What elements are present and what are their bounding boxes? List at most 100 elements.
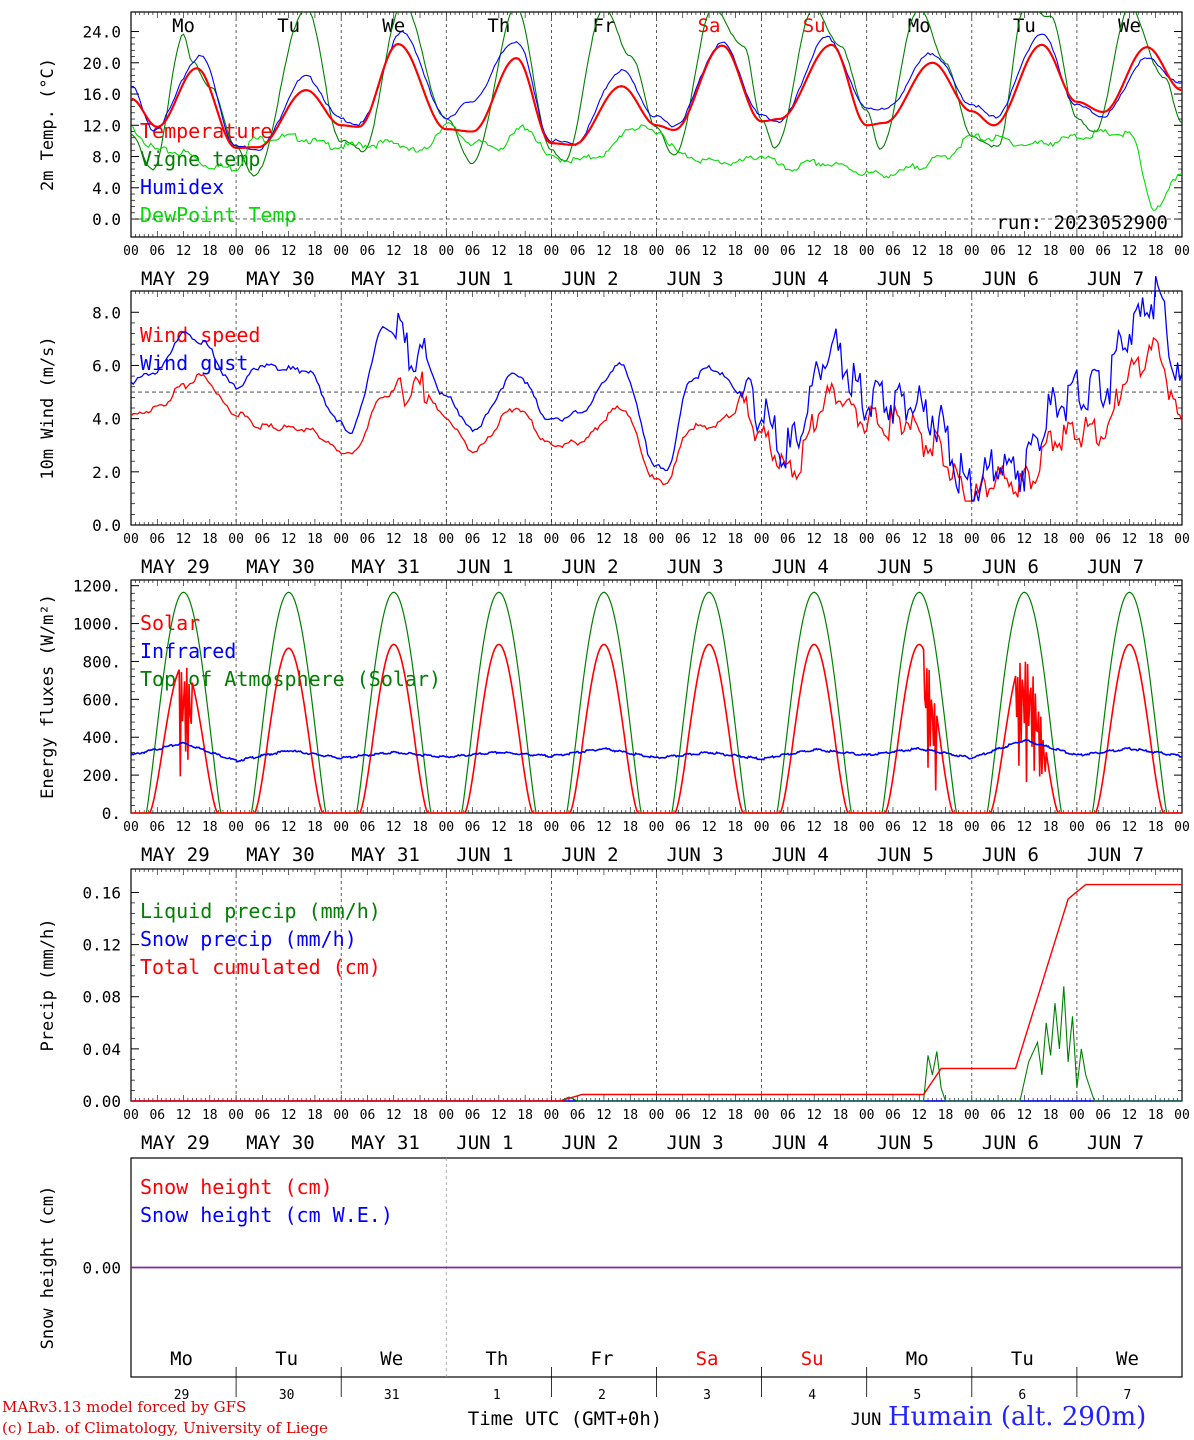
hour-tick-label: 12	[701, 820, 717, 835]
hour-tick-label: 18	[412, 820, 428, 835]
hour-tick-label: 18	[938, 820, 954, 835]
hour-tick-label: 06	[255, 244, 271, 259]
credit-line-1: MARv3.13 model forced by GFS	[2, 1398, 247, 1416]
hour-tick-label: 06	[465, 244, 481, 259]
hour-tick-label: 00	[123, 820, 139, 835]
hour-tick-label: 12	[1122, 1108, 1138, 1123]
hour-tick-label: 00	[649, 532, 665, 547]
hour-tick-label: 06	[780, 820, 796, 835]
legend-entry: Liquid precip (mm/h)	[140, 899, 381, 923]
y-tick-label: 20.0	[82, 54, 121, 73]
hour-tick-label: 12	[596, 1108, 612, 1123]
weekday-label: Mo	[170, 1348, 193, 1370]
hour-tick-label: 12	[176, 820, 192, 835]
hour-tick-label: 06	[360, 532, 376, 547]
series-group	[131, 12, 1182, 212]
date-label: JUN 7	[1087, 844, 1144, 866]
day-number: 6	[1018, 1388, 1026, 1403]
weekday-label: Tu	[277, 15, 300, 37]
y-tick-label: 1200.	[73, 577, 121, 596]
hour-tick-label: 06	[1095, 1108, 1111, 1123]
hour-tick-label: 12	[1017, 244, 1033, 259]
hour-tick-label: 12	[386, 1108, 402, 1123]
hour-tick-label: 18	[202, 1108, 218, 1123]
hour-tick-label: 18	[1148, 532, 1164, 547]
hour-tick-label: 06	[885, 1108, 901, 1123]
hour-tick-label: 18	[517, 1108, 533, 1123]
y-tick-label: 12.0	[82, 116, 121, 135]
hour-tick-label: 06	[255, 532, 271, 547]
hour-tick-label: 00	[1069, 532, 1085, 547]
hour-tick-label: 18	[1148, 820, 1164, 835]
hour-tick-label: 12	[596, 244, 612, 259]
weekday-label: We	[1116, 1348, 1139, 1370]
hour-tick-label: 18	[307, 820, 323, 835]
hour-tick-label: 00	[544, 1108, 560, 1123]
hour-tick-label: 00	[964, 1108, 980, 1123]
hour-tick-label: 18	[307, 532, 323, 547]
hour-tick-label: 00	[1069, 1108, 1085, 1123]
hour-tick-label: 06	[675, 244, 691, 259]
hour-tick-label: 18	[517, 244, 533, 259]
legend-entry: Temperature	[140, 119, 272, 143]
humidex-series	[131, 30, 1182, 151]
y-tick-label: 0.12	[82, 936, 121, 955]
hour-tick-label: 18	[517, 532, 533, 547]
hour-tick-label: 06	[149, 820, 165, 835]
legend-entry: Wind gust	[140, 351, 248, 375]
panel-2: 0.0 2.0 4.0 6.0 8.0 10m Wind (m/s) 00 06 12 18 MAY…	[38, 276, 1190, 578]
hour-tick-label: 06	[360, 820, 376, 835]
weekday-label: We	[1118, 15, 1141, 37]
weekday-label: We	[382, 15, 405, 37]
hour-tick-label: 06	[255, 1108, 271, 1123]
hour-tick-label: 18	[938, 1108, 954, 1123]
date-label: MAY 31	[351, 268, 420, 290]
hour-tick-label: 00	[333, 820, 349, 835]
weekday-label: Tu	[1011, 1348, 1034, 1370]
hour-tick-label: 00	[859, 820, 875, 835]
date-label: JUN 5	[877, 1132, 934, 1154]
hour-tick-label: 12	[491, 532, 507, 547]
y-tick-label: 0.0	[92, 210, 121, 229]
date-label: JUN 1	[456, 1132, 513, 1154]
dewpoint-series	[131, 122, 1182, 212]
hour-tick-label: 18	[1148, 244, 1164, 259]
date-label: JUN 1	[456, 268, 513, 290]
hour-tick-label: 06	[360, 244, 376, 259]
y-tick-label: 0.16	[82, 883, 121, 902]
hour-tick-label: 12	[701, 532, 717, 547]
date-label: JUN 4	[772, 556, 829, 578]
weekday-label: Th	[487, 15, 510, 37]
hour-tick-label: 18	[1043, 1108, 1059, 1123]
hour-tick-label: 00	[544, 244, 560, 259]
y-tick-label: 600.	[82, 690, 121, 709]
hour-tick-label: 12	[1122, 532, 1138, 547]
date-label: JUN 3	[667, 844, 724, 866]
station-name: Humain (alt. 290m)	[888, 1402, 1147, 1432]
hour-tick-label: 00	[1174, 532, 1190, 547]
hour-tick-label: 18	[517, 820, 533, 835]
panel-4: 0.00 0.04 0.08 0.12 0.16 Precip (mm/h) 00 06 12 1…	[38, 868, 1190, 1154]
y-tick-label: 0.0	[92, 516, 121, 535]
y-axis-label: Snow height (cm)	[38, 1186, 58, 1350]
hour-tick-label: 18	[1148, 1108, 1164, 1123]
y-tick-label: 800.	[82, 652, 121, 671]
day-number: 31	[384, 1388, 400, 1403]
hour-tick-label: 12	[491, 244, 507, 259]
hour-tick-label: 18	[1043, 532, 1059, 547]
day-number: 3	[703, 1388, 711, 1403]
hour-tick-label: 00	[1174, 244, 1190, 259]
hour-tick-label: 12	[386, 532, 402, 547]
hour-tick-label: 06	[885, 244, 901, 259]
weekday-label: Mo	[906, 1348, 929, 1370]
hour-tick-label: 06	[570, 244, 586, 259]
hour-tick-label: 00	[754, 532, 770, 547]
hour-tick-label: 00	[1069, 244, 1085, 259]
date-label: MAY 30	[246, 844, 315, 866]
date-label: JUN 1	[456, 556, 513, 578]
hour-tick-label: 18	[727, 532, 743, 547]
y-axis-label: 10m Wind (m/s)	[38, 336, 58, 479]
date-label: JUN 3	[667, 556, 724, 578]
date-label: JUN 7	[1087, 556, 1144, 578]
hour-tick-label: 06	[885, 532, 901, 547]
